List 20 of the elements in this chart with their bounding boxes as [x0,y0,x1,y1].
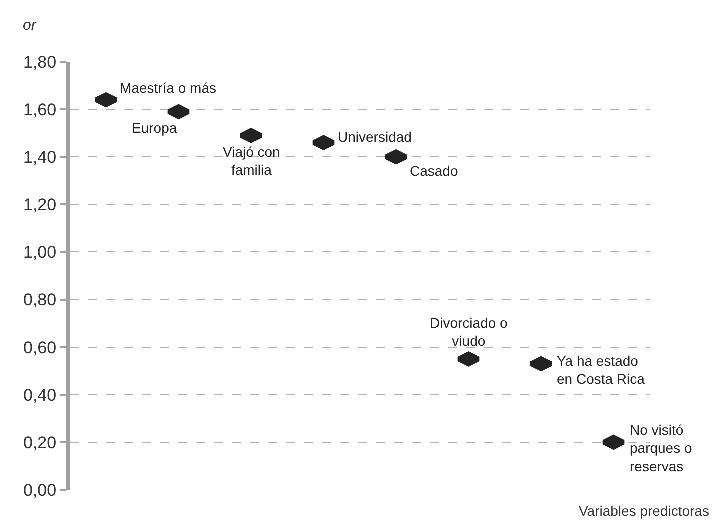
y-tick-label: 0,00 [24,480,57,500]
y-tick-label: 0,40 [24,386,57,405]
annotation: Europa [132,120,178,136]
y-tick-label: 1,20 [24,196,57,215]
y-tick-label: 1,40 [24,148,57,168]
annotation: Casado [410,163,458,179]
annotation: No visitó parques o reservas [630,422,692,474]
y-tick-label: 0,60 [24,338,57,358]
annotation: Ya ha estado en Costa Rica [557,353,646,388]
annotation: Viajó con familia [223,144,280,178]
y-tick-label: 1,00 [24,243,57,262]
annotation: Universidad [338,129,412,145]
y-tick-label: 1,80 [24,52,57,72]
annotation: Divorciado o viudo [430,315,508,350]
y-tick-label: 1,60 [24,100,57,120]
x-axis-title: Variables predictoras [579,503,710,519]
y-tick-label: 0,80 [24,290,57,310]
y-axis-title: or [23,17,38,34]
annotation: Maestría o más [120,80,216,96]
y-tick-label: 0,20 [24,433,57,452]
